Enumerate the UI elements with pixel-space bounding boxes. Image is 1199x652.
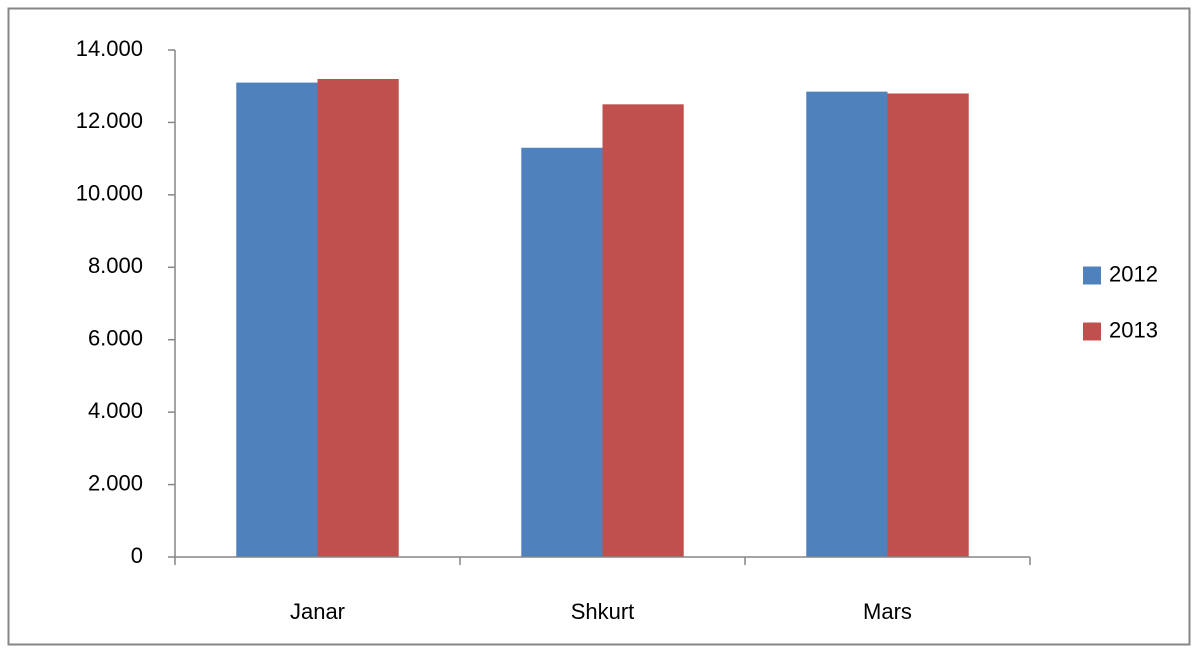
x-tick-label: Janar [290, 599, 345, 624]
y-tick-label: 6.000 [88, 326, 143, 351]
bar [887, 93, 969, 557]
y-tick-label: 12.000 [76, 108, 143, 133]
bar [236, 82, 318, 557]
x-tick-label: Mars [863, 599, 912, 624]
y-tick-label: 8.000 [88, 253, 143, 278]
legend-swatch [1083, 322, 1101, 341]
legend-label: 2013 [1109, 317, 1158, 342]
legend-swatch [1083, 266, 1101, 285]
legend-label: 2012 [1109, 261, 1158, 286]
bar [317, 78, 399, 557]
bar [602, 104, 684, 558]
y-tick-label: 14.000 [76, 36, 143, 61]
y-tick-label: 0 [131, 543, 143, 568]
bar [521, 147, 603, 557]
y-tick-label: 4.000 [88, 398, 143, 423]
y-tick-label: 2.000 [88, 470, 143, 495]
bar [806, 91, 888, 558]
x-tick-label: Shkurt [571, 599, 635, 624]
y-tick-label: 10.000 [76, 181, 143, 206]
